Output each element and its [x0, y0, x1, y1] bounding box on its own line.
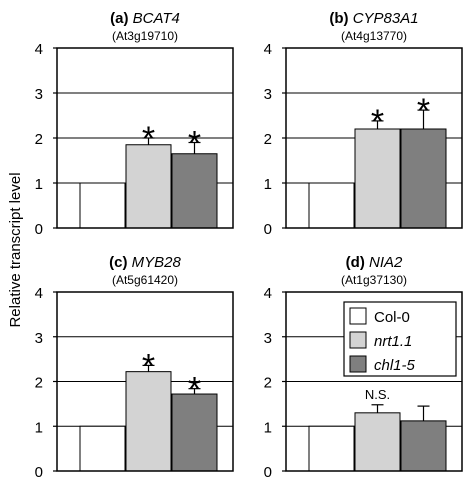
locus-id: (At4g13770) [341, 29, 407, 43]
y-tick-label: 0 [264, 221, 272, 238]
y-tick-label: 2 [35, 375, 43, 392]
bar [308, 182, 355, 229]
bar [354, 412, 401, 472]
panel-letter: (d) [346, 254, 369, 271]
panel-title: (c) MYB28 [109, 254, 181, 271]
locus-id: (At1g37130) [341, 273, 407, 287]
significance-star: * [142, 347, 155, 385]
gene-name: MYB28 [132, 254, 182, 271]
legend-swatch [349, 331, 367, 349]
y-tick-label: 0 [35, 464, 43, 481]
y-tick-label: 4 [264, 41, 272, 58]
locus-id: (At3g19710) [112, 29, 178, 43]
bar [400, 420, 447, 472]
significance-star: * [417, 92, 430, 130]
panel-d: (d) NIA2 (At1g37130) N.S. 0 1 2 3 4 [264, 254, 463, 481]
y-tick-label: 2 [264, 131, 272, 148]
y-tick-label: 2 [35, 131, 43, 148]
y-tick-label: 1 [264, 419, 272, 436]
legend-label: nrt1.1 [374, 333, 412, 350]
panel-c: (c) MYB28 (At5g61420) * * 0 1 2 3 4 [35, 254, 234, 481]
bar [171, 153, 218, 229]
gene-name: NIA2 [369, 254, 403, 271]
bar [400, 128, 447, 229]
gene-name: CYP83A1 [353, 10, 419, 27]
bar [79, 425, 126, 472]
panel-a: (a) BCAT4 (At3g19710) * * 0 1 2 3 4 [35, 10, 234, 238]
y-tick-label: 4 [35, 41, 43, 58]
significance-star: * [188, 371, 201, 409]
panel-letter: (a) [110, 10, 133, 27]
panels: (a) BCAT4 (At3g19710) * * 0 1 2 3 4 (b) CYP83A1 (A… [35, 10, 463, 481]
legend-label: Col-0 [374, 309, 410, 326]
bar [354, 128, 401, 229]
panel-letter: (c) [109, 254, 132, 271]
bar [125, 144, 172, 229]
y-tick-label: 0 [264, 464, 272, 481]
legend-label: chl1-5 [374, 357, 416, 374]
legend-swatch [349, 355, 367, 373]
panel-title: (b) CYP83A1 [329, 10, 418, 27]
significance-star: * [371, 103, 384, 141]
bar [79, 182, 126, 229]
y-tick-label: 3 [35, 330, 43, 347]
legend: Col-0 nrt1.1 chl1-5 [343, 301, 457, 377]
panel-letter: (b) [329, 10, 352, 27]
bar [308, 425, 355, 472]
bar [171, 393, 218, 472]
y-tick-label: 3 [264, 86, 272, 103]
panel-title: (a) BCAT4 [110, 10, 180, 27]
significance-star: * [188, 125, 201, 163]
bar [125, 371, 172, 472]
gene-name: BCAT4 [133, 10, 180, 27]
y-tick-label: 4 [264, 285, 272, 302]
y-tick-label: 1 [264, 176, 272, 193]
y-axis-label: Relative transcript level [7, 172, 24, 327]
y-tick-label: 3 [35, 86, 43, 103]
y-tick-label: 2 [264, 375, 272, 392]
y-tick-label: 0 [35, 221, 43, 238]
panel-b: (b) CYP83A1 (At4g13770) * * 0 1 2 3 4 [264, 10, 463, 238]
legend-swatch [349, 307, 367, 325]
significance-star: * [142, 120, 155, 158]
y-tick-label: 1 [35, 419, 43, 436]
y-tick-label: 1 [35, 176, 43, 193]
y-tick-label: 3 [264, 330, 272, 347]
locus-id: (At5g61420) [112, 273, 178, 287]
panel-title: (d) NIA2 [346, 254, 403, 271]
significance-label: N.S. [365, 387, 390, 402]
y-tick-label: 4 [35, 285, 43, 302]
